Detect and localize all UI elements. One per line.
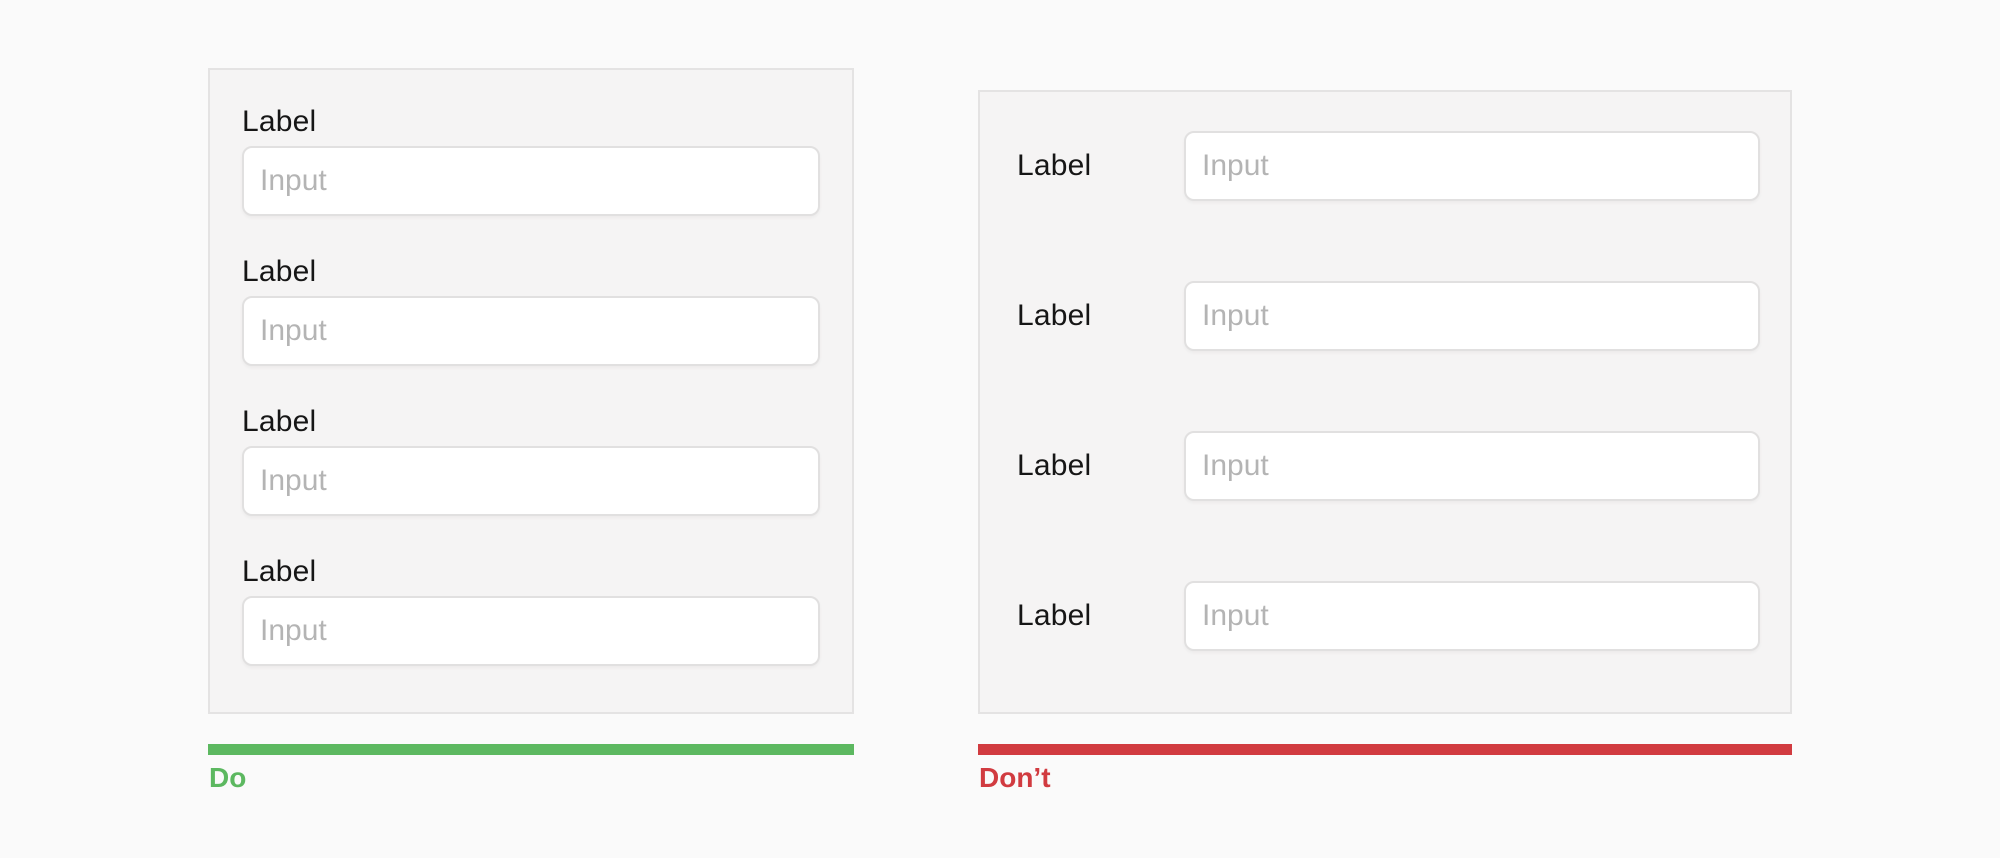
form-field: Label — [242, 404, 820, 516]
form-field: Label — [242, 554, 820, 666]
field-label: Label — [242, 255, 317, 288]
text-input[interactable] — [242, 446, 820, 516]
field-label: Label — [242, 105, 317, 138]
text-input[interactable] — [1184, 431, 1760, 501]
dont-form-panel: Label Label Label Label — [978, 90, 1792, 714]
form-field: Label — [1017, 581, 1760, 651]
text-input[interactable] — [242, 146, 820, 216]
field-label: Label — [1017, 449, 1092, 482]
text-input[interactable] — [1184, 581, 1760, 651]
form-field: Label — [242, 104, 820, 216]
do-form-panel: Label Label Label Label — [208, 68, 854, 714]
text-input[interactable] — [1184, 281, 1760, 351]
form-field: Label — [1017, 281, 1760, 351]
do-accent-bar — [208, 744, 854, 755]
form-field: Label — [1017, 131, 1760, 201]
field-label: Label — [242, 555, 317, 588]
field-label: Label — [1017, 149, 1092, 182]
field-label: Label — [1017, 299, 1092, 332]
text-input[interactable] — [1184, 131, 1760, 201]
text-input[interactable] — [242, 296, 820, 366]
dont-verdict-label: Don’t — [979, 762, 1051, 793]
text-input[interactable] — [242, 596, 820, 666]
form-field: Label — [1017, 431, 1760, 501]
field-label: Label — [1017, 599, 1092, 632]
dont-accent-bar — [978, 744, 1792, 755]
field-label: Label — [242, 405, 317, 438]
form-field: Label — [242, 254, 820, 366]
do-verdict-label: Do — [209, 762, 247, 793]
